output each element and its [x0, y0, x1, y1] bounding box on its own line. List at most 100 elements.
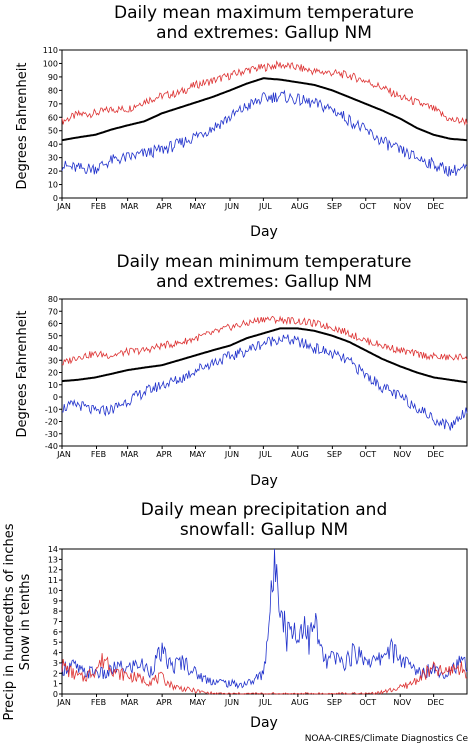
y-tick-label: 10 [48, 381, 58, 390]
x-tick-label: MAR [121, 202, 139, 211]
y-tick-label: 30 [48, 356, 58, 365]
y-tick-label: 0 [53, 393, 58, 402]
y-tick-label: 10 [48, 181, 58, 190]
x-tick-label: NOV [393, 202, 411, 211]
y-tick-label: 6 [53, 628, 58, 637]
snowfall-series-line [61, 653, 467, 695]
x-tick-label: FEB [91, 202, 106, 211]
y-tick-label: 0 [53, 194, 58, 203]
y-tick-label: 0 [53, 690, 58, 699]
y-tick-label: 50 [48, 332, 58, 341]
y-tick-label: -20 [45, 418, 58, 427]
x-tick-label: JUL [258, 698, 272, 707]
x-tick-label: MAY [189, 450, 206, 459]
x-tick-label: APR [156, 698, 172, 707]
chart-title-line-1: Daily mean maximum temperature [114, 3, 414, 23]
x-tick-label: MAR [121, 698, 139, 707]
x-tick-label: DEC [427, 698, 444, 707]
x-tick-label: SEP [327, 450, 342, 459]
y-tick-label: 12 [48, 566, 58, 575]
y-axis-label-line-2: Snow in tenths [18, 573, 33, 670]
y-tick-label: 40 [48, 344, 58, 353]
x-tick-label: MAY [189, 698, 206, 707]
y-tick-label: 10 [48, 586, 58, 595]
x-tick-label: AUG [291, 698, 309, 707]
x-tick-label: FEB [91, 450, 106, 459]
y-tick-label: -30 [45, 430, 58, 439]
max-temperature-chart: Daily mean maximum temperature and extre… [15, 3, 468, 240]
x-tick-label: DEC [427, 450, 444, 459]
y-tick-label: 80 [48, 86, 58, 95]
y-tick-label: 100 [43, 59, 58, 68]
y-tick-label: 2 [53, 669, 58, 678]
y-tick-label: 60 [48, 113, 58, 122]
y-tick-label: -40 [45, 442, 58, 451]
y-tick-label: 20 [48, 369, 58, 378]
mean-series-line [61, 327, 468, 384]
x-tick-label: APR [156, 202, 172, 211]
precipitation-series-line [61, 548, 468, 690]
chart-title-line-2: and extremes: Gallup NM [156, 272, 372, 292]
x-tick-label: NOV [393, 698, 411, 707]
x-axis-label: Day [250, 715, 278, 731]
x-tick-label: OCT [359, 450, 376, 459]
y-tick-label: 90 [48, 73, 58, 82]
record-high-series-line [61, 315, 468, 366]
min-temperature-chart: Daily mean minimum temperature and extre… [15, 252, 468, 489]
x-tick-label: AUG [291, 450, 309, 459]
chart-title-line-1: Daily mean precipitation and [141, 500, 388, 520]
y-tick-label: -10 [45, 405, 58, 414]
x-tick-label: JUL [258, 450, 272, 459]
plot-frame [61, 49, 468, 199]
x-tick-label: OCT [359, 202, 376, 211]
y-tick-label: 3 [53, 659, 58, 668]
y-tick-label: 40 [48, 140, 58, 149]
y-tick-label: 30 [48, 154, 58, 163]
record-low-series-line [61, 89, 468, 178]
x-tick-label: APR [156, 450, 172, 459]
x-tick-label: JAN [56, 450, 71, 459]
x-tick-label: JAN [56, 698, 71, 707]
x-tick-label: MAR [121, 450, 139, 459]
x-tick-label: JUN [224, 450, 239, 459]
x-tick-label: SEP [327, 202, 342, 211]
credit-text: NOAA-CIRES/Climate Diagnostics Ce [305, 734, 469, 744]
x-tick-label: SEP [327, 698, 342, 707]
y-tick-label: 60 [48, 320, 58, 329]
x-tick-label: JAN [56, 202, 71, 211]
x-tick-label: JUN [224, 202, 239, 211]
x-tick-label: AUG [291, 202, 309, 211]
y-tick-label: 4 [53, 649, 58, 658]
mean-series-line [61, 77, 467, 142]
chart-title-line-2: and extremes: Gallup NM [156, 23, 372, 43]
y-tick-label: 13 [48, 555, 58, 564]
y-tick-label: 70 [48, 100, 58, 109]
y-tick-label: 80 [48, 295, 58, 304]
y-tick-label: 9 [53, 597, 58, 606]
precipitation-chart: Daily mean precipitation and snowfall: G… [2, 500, 468, 731]
record-low-series-line [61, 334, 468, 431]
x-axis-label: Day [250, 473, 278, 489]
y-tick-label: 5 [53, 638, 58, 647]
x-tick-label: JUL [258, 202, 272, 211]
x-axis-label: Day [250, 224, 278, 240]
x-tick-label: DEC [427, 202, 444, 211]
chart-title-line-2: snowfall: Gallup NM [180, 520, 348, 540]
y-tick-label: 14 [48, 545, 58, 554]
y-tick-label: 20 [48, 167, 58, 176]
y-axis-label: Degrees Fahrenheit [15, 63, 30, 190]
y-tick-label: 50 [48, 127, 58, 136]
chart-title-line-1: Daily mean minimum temperature [117, 252, 412, 272]
x-tick-label: JUN [224, 698, 239, 707]
y-axis-label: Degrees Fahrenheit [15, 311, 30, 438]
x-tick-label: NOV [393, 450, 411, 459]
x-tick-label: MAY [189, 202, 206, 211]
x-tick-label: FEB [91, 698, 106, 707]
y-tick-label: 110 [43, 46, 58, 55]
y-tick-label: 7 [53, 618, 58, 627]
y-tick-label: 8 [53, 607, 58, 616]
y-tick-label: 1 [53, 680, 58, 689]
x-tick-label: OCT [359, 698, 376, 707]
y-tick-label: 11 [48, 576, 58, 585]
